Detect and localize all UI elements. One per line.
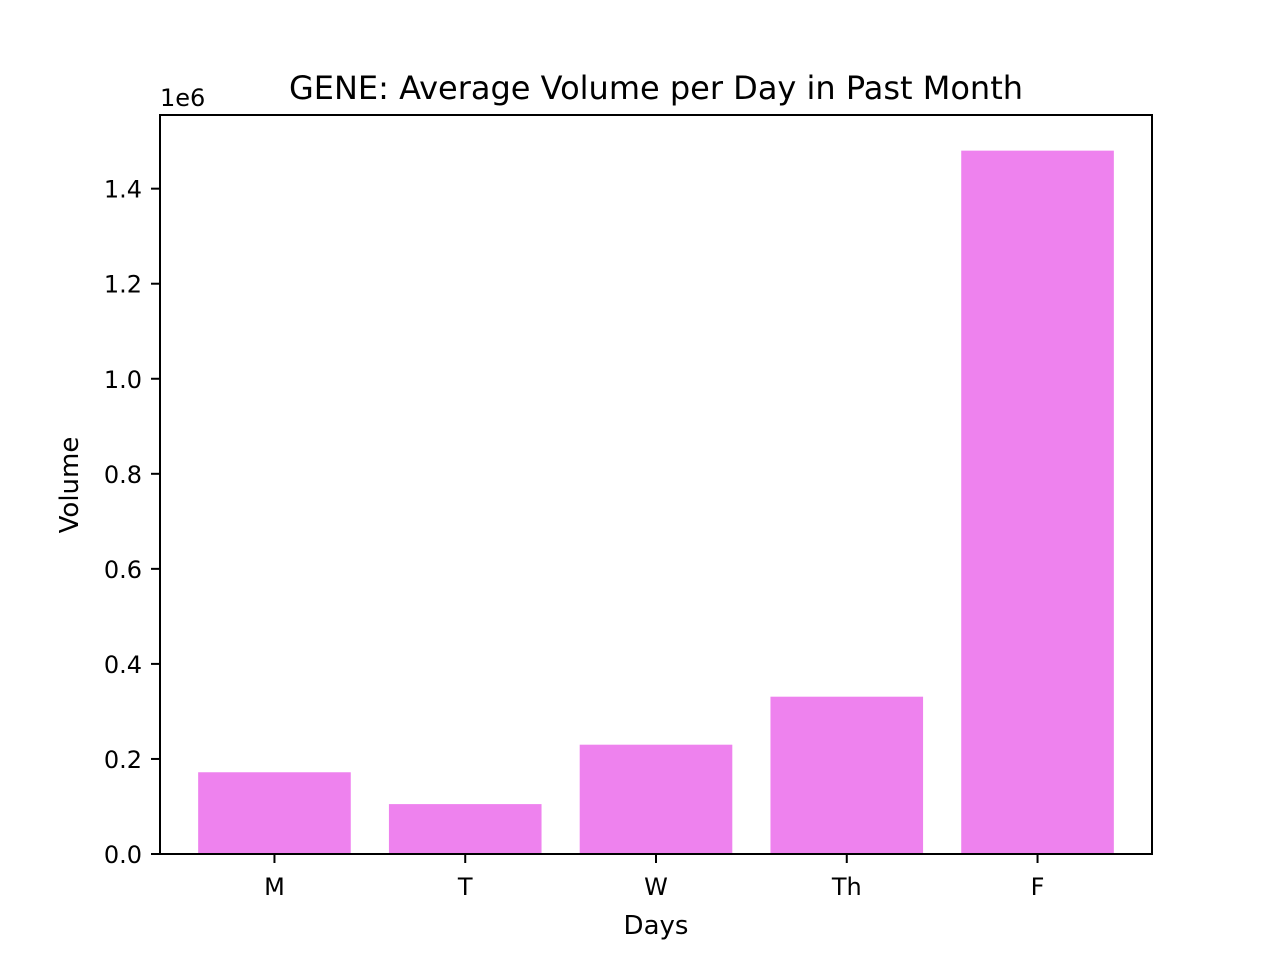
y-tick-label: 0.2 (104, 746, 142, 774)
x-tick-label: Th (831, 873, 862, 901)
y-tick-label: 1.0 (104, 366, 142, 394)
x-tick-label: W (644, 873, 668, 901)
bars-layer (198, 150, 1114, 855)
y-axis-multiplier: 1e6 (160, 84, 205, 112)
y-tick-label: 0.8 (104, 461, 142, 489)
x-tick-label: F (1031, 873, 1045, 901)
y-tick-label: 0.4 (104, 651, 142, 679)
x-axis-label: Days (624, 911, 689, 941)
bar-th (770, 696, 924, 854)
chart-title: GENE: Average Volume per Day in Past Mon… (289, 69, 1023, 107)
x-tick-label: T (457, 873, 473, 901)
x-tick-label: M (264, 873, 285, 901)
y-axis-ticks: 0.0 0.2 0.4 0.6 0.8 1.0 1.2 1.4 (104, 176, 160, 869)
bar-w (579, 744, 733, 854)
y-tick-label: 1.4 (104, 176, 142, 204)
bar-m (198, 772, 351, 854)
plot-frame (159, 114, 1153, 855)
y-axis-label: Volume (55, 437, 85, 534)
x-axis-ticks: M T W Th F (264, 854, 1044, 901)
y-tick-label: 0.0 (104, 841, 142, 869)
bar-f (961, 150, 1114, 855)
bar-t (388, 804, 542, 854)
y-tick-label: 0.6 (104, 556, 142, 584)
y-tick-label: 1.2 (104, 271, 142, 299)
